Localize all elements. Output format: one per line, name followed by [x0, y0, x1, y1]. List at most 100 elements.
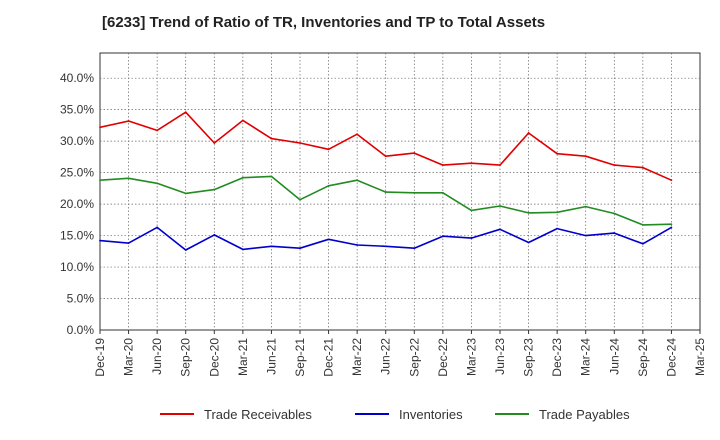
data-point-trade-receivables	[356, 133, 359, 136]
data-point-trade-receivables	[184, 111, 187, 114]
data-point-trade-payables	[556, 211, 559, 214]
data-point-trade-receivables	[270, 137, 273, 140]
data-point-trade-payables	[99, 179, 101, 182]
data-point-trade-receivables	[384, 155, 387, 158]
x-tick-label: Sep-23	[522, 338, 536, 377]
data-point-trade-receivables	[299, 142, 301, 144]
chart-title: [6233] Trend of Ratio of TR, Inventories…	[102, 14, 546, 31]
data-point-inventories	[213, 234, 216, 236]
plot-frame	[99, 52, 701, 331]
data-point-trade-payables	[527, 212, 530, 214]
data-point-inventories	[470, 237, 473, 239]
data-point-inventories	[184, 249, 187, 251]
data-point-trade-receivables	[641, 166, 644, 169]
data-point-trade-receivables	[584, 155, 587, 158]
data-point-inventories	[99, 239, 101, 242]
data-point-trade-payables	[670, 223, 673, 226]
data-point-trade-payables	[156, 182, 159, 185]
data-point-trade-receivables	[99, 126, 101, 129]
x-tick-label: Sep-20	[179, 338, 193, 377]
data-point-inventories	[584, 234, 587, 237]
legend-label-inventories: Inventories	[399, 407, 463, 422]
data-point-trade-payables	[641, 223, 644, 226]
data-point-trade-payables	[384, 191, 387, 194]
data-point-inventories	[499, 228, 501, 231]
data-point-trade-payables	[184, 192, 187, 195]
data-point-trade-receivables	[670, 179, 673, 182]
x-tick-label: Dec-24	[664, 338, 678, 377]
data-point-trade-receivables	[156, 129, 159, 132]
x-tick-label: Dec-20	[207, 338, 221, 377]
data-point-trade-payables	[441, 191, 444, 194]
data-point-inventories	[127, 242, 130, 245]
data-point-inventories	[327, 238, 330, 241]
x-tick-label: Dec-19	[93, 338, 107, 377]
x-tick-label: Dec-23	[550, 338, 564, 377]
data-point-inventories	[156, 226, 159, 229]
data-point-inventories	[413, 247, 416, 250]
x-tick-label: Mar-21	[236, 338, 250, 376]
x-tick-label: Mar-25	[693, 338, 707, 376]
data-point-trade-receivables	[613, 164, 616, 166]
data-point-inventories	[556, 227, 559, 230]
legend-label-trade-payables: Trade Payables	[539, 407, 630, 422]
data-point-inventories	[299, 247, 301, 250]
data-point-trade-payables	[613, 212, 616, 215]
x-tick-label: Mar-20	[122, 338, 136, 376]
x-tick-label: Mar-24	[579, 338, 593, 376]
x-tick-label: Sep-24	[636, 338, 650, 377]
x-tick-label: Mar-23	[464, 338, 478, 376]
x-tick-label: Jun-22	[379, 338, 393, 375]
data-point-trade-payables	[241, 176, 244, 179]
data-point-trade-payables	[127, 177, 130, 180]
data-point-trade-payables	[470, 209, 473, 212]
y-tick-label: 20.0%	[60, 197, 94, 211]
data-point-inventories	[384, 245, 387, 248]
y-tick-label: 25.0%	[60, 166, 94, 180]
data-point-trade-receivables	[527, 132, 530, 134]
data-point-trade-payables	[584, 205, 587, 208]
x-tick-label: Jun-21	[264, 338, 278, 375]
x-tick-label: Dec-21	[322, 338, 336, 377]
y-tick-label: 5.0%	[67, 292, 95, 306]
data-point-inventories	[670, 226, 673, 229]
legend-label-trade-receivables: Trade Receivables	[204, 407, 312, 422]
data-point-trade-receivables	[441, 164, 444, 166]
x-tick-label: Sep-22	[407, 338, 421, 377]
data-point-trade-receivables	[327, 148, 330, 151]
data-point-inventories	[527, 241, 530, 244]
data-point-trade-payables	[499, 205, 501, 207]
data-point-inventories	[356, 244, 359, 246]
data-point-trade-payables	[213, 188, 216, 191]
data-point-inventories	[270, 245, 273, 248]
data-point-trade-receivables	[241, 119, 244, 122]
data-point-trade-payables	[327, 184, 330, 187]
data-point-trade-payables	[356, 179, 359, 182]
data-point-trade-receivables	[470, 162, 473, 165]
data-point-trade-receivables	[213, 142, 216, 144]
data-point-trade-payables	[413, 191, 416, 194]
y-tick-label: 10.0%	[60, 260, 94, 274]
data-point-trade-receivables	[127, 120, 130, 122]
x-tick-label: Mar-22	[350, 338, 364, 376]
x-tick-label: Dec-22	[436, 338, 450, 377]
data-point-inventories	[641, 242, 644, 245]
data-point-inventories	[441, 235, 444, 238]
x-tick-label: Jun-24	[607, 338, 621, 375]
y-tick-label: 0.0%	[67, 323, 95, 337]
data-point-inventories	[613, 232, 616, 234]
data-point-trade-receivables	[413, 152, 416, 154]
data-point-inventories	[241, 248, 244, 251]
y-tick-label: 15.0%	[60, 229, 94, 243]
data-point-trade-payables	[299, 198, 301, 201]
x-tick-label: Jun-23	[493, 338, 507, 375]
x-tick-label: Sep-21	[293, 338, 307, 377]
data-point-trade-receivables	[556, 152, 559, 155]
y-tick-label: 30.0%	[60, 134, 94, 148]
y-tick-label: 40.0%	[60, 71, 94, 85]
data-point-trade-receivables	[499, 164, 501, 166]
data-point-trade-payables	[270, 175, 273, 178]
x-tick-label: Jun-20	[150, 338, 164, 375]
